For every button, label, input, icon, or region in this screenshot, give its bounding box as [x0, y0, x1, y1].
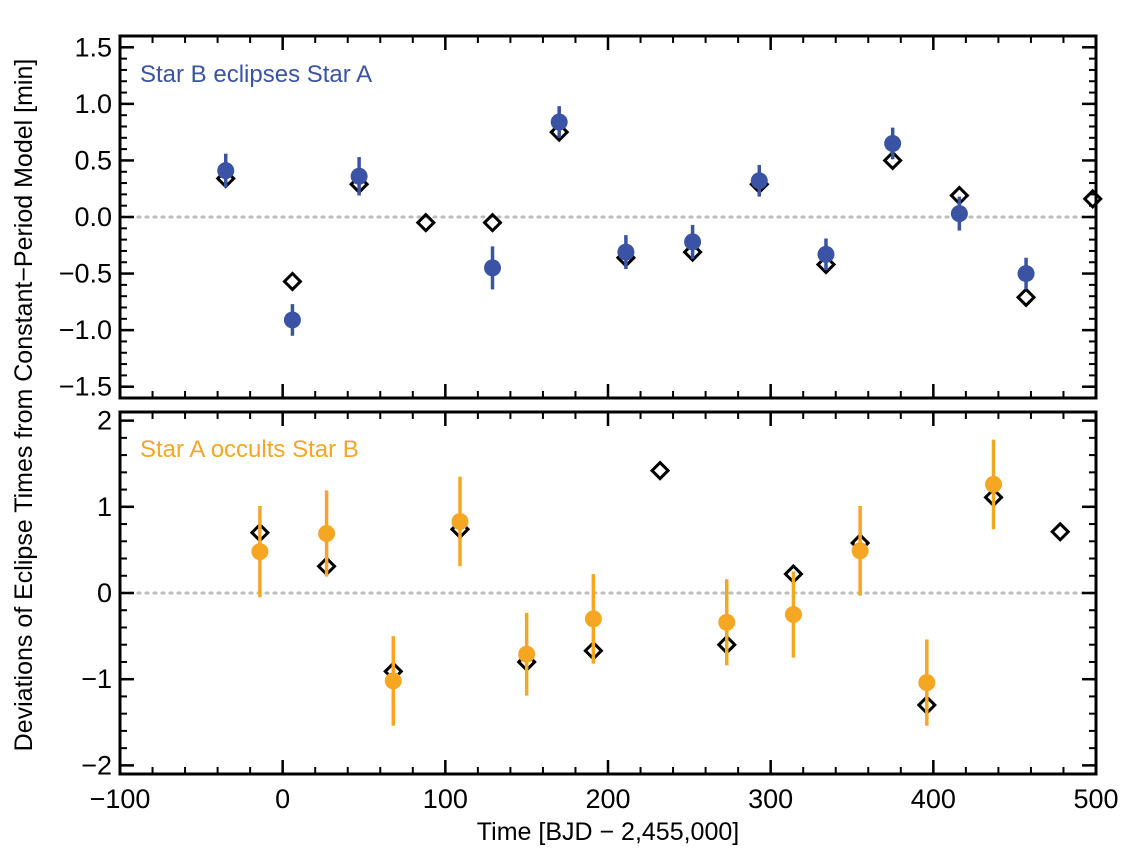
bottom-data-point — [318, 525, 336, 543]
top-y-tick-label: −1.5 — [59, 372, 112, 402]
top-diamond-point — [549, 122, 570, 143]
top-diamond-point — [282, 271, 303, 292]
top-data-point — [684, 233, 702, 251]
top-data-point — [617, 243, 635, 261]
top-data-point — [817, 245, 835, 263]
top-data-point — [283, 311, 301, 329]
top-data-point — [550, 113, 568, 131]
bottom-data-point — [784, 606, 802, 624]
top-diamond-point — [482, 212, 503, 233]
top-y-tick-label: 1.0 — [74, 89, 112, 119]
bottom-y-tick-label: −1 — [81, 664, 112, 694]
top-panel-marks: 1.5 1.0 0.5 0.0 −0.5 −1.0 −1.5 — [59, 32, 1103, 402]
bottom-y-tick-label: 2 — [97, 406, 112, 436]
top-data-point — [217, 162, 235, 180]
bottom-data-point — [584, 610, 602, 628]
top-data-point — [950, 205, 968, 223]
bottom-data-point — [918, 674, 936, 692]
top-y-tick-label: 1.5 — [74, 32, 112, 62]
x-tick-label: 400 — [911, 784, 956, 814]
x-tick-label: 500 — [1073, 784, 1118, 814]
bottom-y-tick-label: 1 — [97, 492, 112, 522]
x-axis: −100 0 100 200 300 400 500 — [90, 784, 1119, 814]
top-y-tick-label: −0.5 — [59, 259, 112, 289]
top-panel-title: Star B eclipses Star A — [140, 61, 372, 88]
bottom-panel: 2 1 0 −1 −2 Star A occults Star B — [81, 406, 1098, 780]
top-panel: 1.5 1.0 0.5 0.0 −0.5 −1.0 −1.5 Star B eclipses… — [59, 32, 1103, 402]
top-data-point — [484, 259, 502, 277]
top-diamond-point — [882, 150, 903, 171]
top-y-tick-label: 0.5 — [74, 145, 112, 175]
x-tick-label: 0 — [275, 784, 290, 814]
top-diamond-point — [682, 241, 703, 263]
x-tick-label: 300 — [748, 784, 793, 814]
bottom-y-tick-label: −2 — [81, 750, 112, 780]
top-diamond-point — [815, 254, 837, 275]
top-diamond-point — [415, 212, 436, 233]
top-y-tick-label: 0.0 — [74, 202, 112, 232]
bottom-diamond-point — [649, 460, 671, 481]
x-axis-title: Time [BJD − 2,455,000] — [477, 818, 739, 846]
x-tick-label: −100 — [90, 784, 151, 814]
x-tick-label: 100 — [423, 784, 468, 814]
bottom-data-point — [451, 512, 469, 530]
top-data-point — [1017, 265, 1035, 283]
bottom-diamond-point — [1050, 521, 1071, 542]
top-diamond-point — [1082, 188, 1103, 210]
y-axis-title: Deviations of Eclipse Times from Constan… — [10, 59, 38, 752]
top-data-point — [750, 172, 768, 190]
top-y-tick-label: −1.0 — [59, 315, 112, 345]
top-data-point — [350, 167, 368, 185]
bottom-y-tick-label: 0 — [97, 578, 112, 608]
bottom-panel-title: Star A occults Star B — [140, 436, 359, 463]
bottom-data-point — [518, 645, 536, 663]
bottom-data-point — [985, 475, 1003, 493]
bottom-data-point — [718, 613, 736, 631]
bottom-data-point — [851, 542, 869, 560]
x-tick-label: 200 — [585, 784, 630, 814]
bottom-data-point — [251, 543, 269, 561]
top-diamond-point — [1015, 287, 1037, 308]
bottom-panel-marks: 2 1 0 −1 −2 — [81, 406, 1098, 780]
bottom-data-point — [384, 672, 402, 690]
top-data-point — [884, 134, 902, 152]
